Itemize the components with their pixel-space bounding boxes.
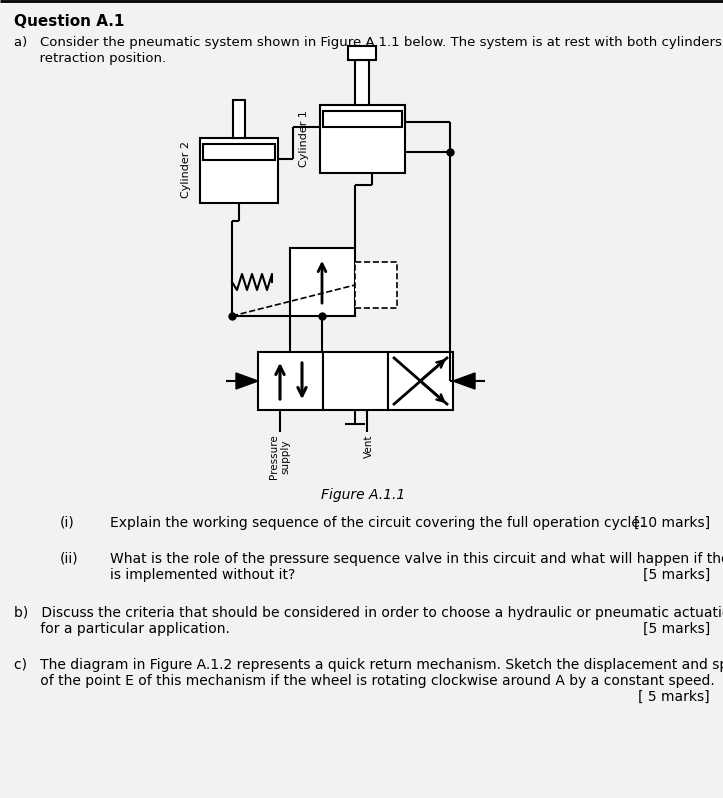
Bar bbox=[290, 248, 355, 316]
Text: a)   Consider the pneumatic system shown in Figure A.1.1 below. The system is at: a) Consider the pneumatic system shown i… bbox=[14, 36, 723, 49]
Text: retraction position.: retraction position. bbox=[14, 52, 166, 65]
Text: Explain the working sequence of the circuit covering the full operation cycle.: Explain the working sequence of the circ… bbox=[110, 516, 644, 530]
Polygon shape bbox=[236, 373, 258, 389]
Bar bbox=[258, 352, 323, 410]
Text: Vent: Vent bbox=[364, 434, 374, 457]
Text: What is the role of the pressure sequence valve in this circuit and what will ha: What is the role of the pressure sequenc… bbox=[110, 552, 723, 566]
Text: [5 marks]: [5 marks] bbox=[643, 568, 710, 582]
Text: is implemented without it?: is implemented without it? bbox=[110, 568, 295, 582]
Bar bbox=[348, 46, 376, 60]
Bar bbox=[355, 60, 369, 105]
Bar bbox=[203, 144, 275, 160]
Bar bbox=[323, 111, 402, 127]
Text: of the point E of this mechanism if the wheel is rotating clockwise around A by : of the point E of this mechanism if the … bbox=[14, 674, 715, 688]
Text: [ 5 marks]: [ 5 marks] bbox=[638, 690, 710, 704]
Text: [10 marks]: [10 marks] bbox=[634, 516, 710, 530]
Bar bbox=[233, 100, 245, 138]
Text: [5 marks]: [5 marks] bbox=[643, 622, 710, 636]
Text: b)   Discuss the criteria that should be considered in order to choose a hydraul: b) Discuss the criteria that should be c… bbox=[14, 606, 723, 620]
Text: Cylinder 2: Cylinder 2 bbox=[181, 141, 191, 199]
Polygon shape bbox=[453, 373, 475, 389]
Text: for a particular application.: for a particular application. bbox=[14, 622, 230, 636]
Text: Question A.1: Question A.1 bbox=[14, 14, 124, 29]
Bar bbox=[200, 138, 278, 203]
Text: Cylinder 1: Cylinder 1 bbox=[299, 111, 309, 168]
Bar bbox=[323, 352, 388, 410]
Text: Figure A.1.1: Figure A.1.1 bbox=[321, 488, 405, 502]
Bar bbox=[355, 262, 397, 308]
Text: (ii): (ii) bbox=[60, 552, 79, 566]
Text: Pressure
supply: Pressure supply bbox=[269, 434, 291, 479]
Text: c)   The diagram in Figure A.1.2 represents a quick return mechanism. Sketch the: c) The diagram in Figure A.1.2 represent… bbox=[14, 658, 723, 672]
Text: (i): (i) bbox=[60, 516, 74, 530]
Bar bbox=[320, 105, 405, 173]
Bar bbox=[388, 352, 453, 410]
